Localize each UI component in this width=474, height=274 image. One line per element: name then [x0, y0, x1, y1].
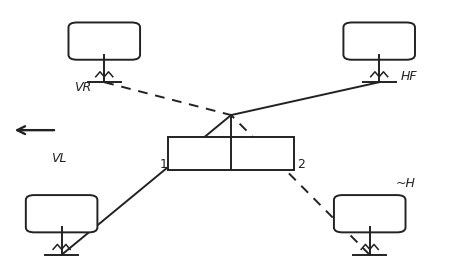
- Text: HF: HF: [401, 70, 417, 83]
- FancyBboxPatch shape: [69, 22, 140, 60]
- Text: VL: VL: [52, 152, 67, 165]
- Text: ~H: ~H: [396, 177, 416, 190]
- FancyBboxPatch shape: [343, 22, 415, 60]
- Text: 2: 2: [297, 158, 305, 171]
- FancyBboxPatch shape: [26, 195, 98, 232]
- FancyBboxPatch shape: [334, 195, 405, 232]
- Bar: [168, 137, 294, 170]
- Text: VR: VR: [74, 81, 91, 94]
- Text: 1: 1: [160, 158, 167, 171]
